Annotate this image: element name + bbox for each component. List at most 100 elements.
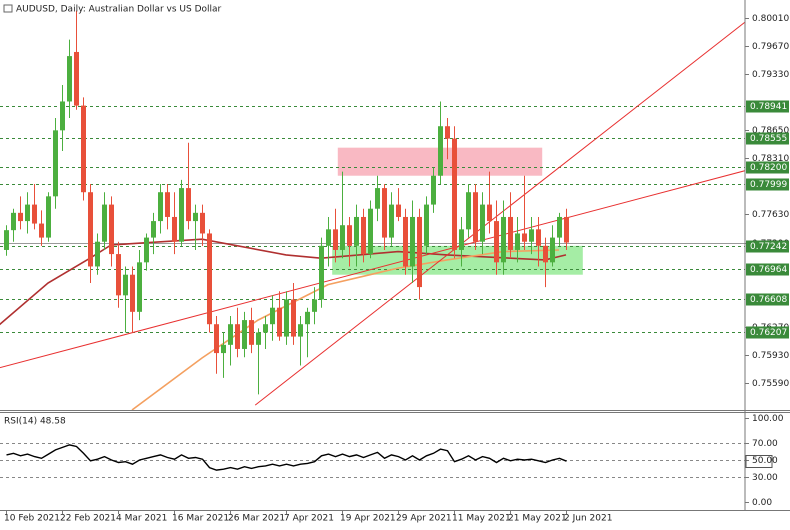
level-label-box bbox=[746, 263, 789, 276]
candle-body bbox=[340, 225, 345, 250]
candle-body bbox=[557, 216, 562, 238]
level-label-box bbox=[746, 100, 789, 113]
candle-body bbox=[326, 229, 331, 246]
candle-body bbox=[109, 204, 114, 255]
level-label-box bbox=[746, 293, 789, 306]
candle-body bbox=[102, 204, 107, 242]
candle-body bbox=[319, 245, 324, 300]
candle-body bbox=[298, 324, 303, 337]
candle-body bbox=[487, 204, 492, 222]
candle-body bbox=[39, 223, 44, 238]
candle-body bbox=[473, 192, 478, 242]
candle-body bbox=[11, 212, 16, 231]
level-label-box bbox=[746, 240, 789, 253]
candle-body bbox=[4, 230, 9, 250]
x-tick-label: 26 Mar 2021 bbox=[228, 514, 285, 524]
candle-body bbox=[508, 216, 513, 250]
candle-body bbox=[347, 225, 352, 246]
candle-body bbox=[263, 324, 268, 333]
price-panel bbox=[0, 10, 745, 410]
x-tick-label: 16 Mar 2021 bbox=[172, 514, 229, 524]
candle-body bbox=[389, 204, 394, 238]
rsi-panel bbox=[0, 443, 745, 478]
y-tick-label: 0.78310 bbox=[752, 154, 789, 164]
candle-body bbox=[501, 216, 506, 263]
candle-body bbox=[151, 221, 156, 238]
candle-body bbox=[445, 126, 450, 139]
y-tick-label: 0.79670 bbox=[752, 42, 789, 52]
symbol-icon bbox=[3, 4, 13, 13]
candle-body bbox=[354, 216, 359, 246]
y-tick-label: 100.00 bbox=[752, 414, 784, 424]
level-label: 0.76964 bbox=[750, 265, 787, 275]
candle-body bbox=[284, 299, 289, 337]
candle-body bbox=[403, 216, 408, 267]
candle-body bbox=[382, 188, 387, 238]
trendline bbox=[254, 21, 745, 406]
y-tick-label: 0.75930 bbox=[752, 351, 789, 361]
candle-body bbox=[18, 212, 23, 222]
candle-body bbox=[368, 208, 373, 255]
candle-body bbox=[228, 324, 233, 345]
candle-body bbox=[277, 307, 282, 337]
candle-body bbox=[207, 233, 212, 325]
candle-body bbox=[25, 204, 30, 222]
candle-body bbox=[375, 188, 380, 209]
level-label-box bbox=[746, 161, 789, 174]
candle-body bbox=[515, 233, 520, 250]
y-tick-label: 0.77630 bbox=[752, 210, 789, 220]
candle-body bbox=[74, 51, 79, 106]
rsi-title: RSI(14) 48.58 bbox=[4, 417, 66, 427]
x-tick-label: 7 Apr 2021 bbox=[284, 514, 334, 524]
candle-body bbox=[438, 126, 443, 176]
candle-body bbox=[235, 324, 240, 349]
candle-body bbox=[53, 130, 58, 197]
candle-body bbox=[60, 101, 65, 131]
y-tick-label: 0.80010 bbox=[752, 14, 789, 24]
candle-body bbox=[123, 274, 128, 296]
candle-body bbox=[144, 237, 149, 263]
candle-body bbox=[165, 192, 170, 217]
x-tick-label: 11 May 2021 bbox=[452, 514, 511, 524]
y-tick-label: 0.79330 bbox=[752, 70, 789, 80]
candle-body bbox=[543, 245, 548, 263]
candle-body bbox=[214, 324, 219, 354]
candle-body bbox=[529, 229, 534, 242]
candle-body bbox=[291, 299, 296, 337]
candle-body bbox=[305, 311, 310, 325]
candle-body bbox=[536, 229, 541, 246]
candle-body bbox=[466, 192, 471, 230]
candle-body bbox=[172, 216, 177, 242]
candle-body bbox=[221, 344, 226, 354]
level-label-box bbox=[746, 178, 789, 191]
candle-body bbox=[242, 320, 247, 349]
moving-average bbox=[131, 249, 560, 410]
level-label: 0.77999 bbox=[750, 180, 787, 190]
candle-body bbox=[312, 299, 317, 312]
x-tick-label: 29 Apr 2021 bbox=[396, 514, 452, 524]
candle-body bbox=[480, 204, 485, 242]
candle-body bbox=[410, 216, 415, 267]
level-label-box bbox=[746, 326, 789, 339]
candle-body bbox=[256, 332, 261, 345]
level-label: 0.78941 bbox=[750, 102, 787, 112]
level-label: 0.76608 bbox=[750, 295, 787, 305]
x-tick-label: 2 Jun 2021 bbox=[564, 514, 612, 524]
candle-body bbox=[452, 138, 457, 250]
candle-body bbox=[249, 320, 254, 345]
level-label: 0.78200 bbox=[750, 163, 787, 173]
y-tick-label: 0.78650 bbox=[752, 126, 789, 136]
candle-body bbox=[564, 216, 569, 243]
candle-body bbox=[522, 233, 527, 242]
candle-body bbox=[424, 204, 429, 246]
candle-body bbox=[88, 192, 93, 267]
x-tick-label: 19 Apr 2021 bbox=[340, 514, 396, 524]
candle-body bbox=[333, 229, 338, 250]
candle-body bbox=[46, 196, 51, 238]
candle-body bbox=[494, 221, 499, 263]
rsi-line bbox=[6, 444, 567, 471]
candle-body bbox=[459, 229, 464, 250]
trendline bbox=[0, 170, 745, 369]
